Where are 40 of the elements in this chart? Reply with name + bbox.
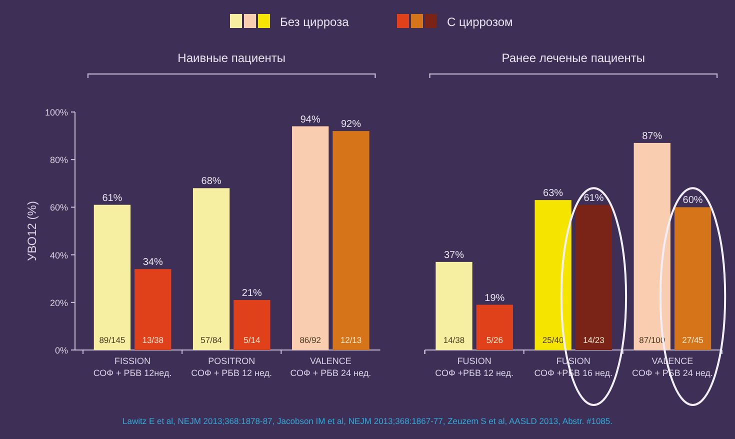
data-label: 37% xyxy=(444,250,464,261)
data-label: 87% xyxy=(642,130,662,142)
annotation: 87/100 xyxy=(639,335,666,345)
data-label: 19% xyxy=(484,292,505,304)
data-label: 63% xyxy=(543,188,564,200)
data-label: 60% xyxy=(682,195,703,206)
data-label: 61% xyxy=(584,192,604,204)
annotation: 12/13 xyxy=(340,335,362,345)
annotation: 5/26 xyxy=(486,335,504,345)
data-label: 34% xyxy=(142,257,163,268)
legend-label: Без цирроза xyxy=(280,15,350,29)
annotation: 14/38 xyxy=(443,335,465,345)
data-label: 68% xyxy=(201,176,222,188)
data-label: 61% xyxy=(102,192,122,204)
y-tick-label: 60% xyxy=(50,202,68,213)
y-tick-label: 80% xyxy=(50,155,68,166)
legend-label: С циррозом xyxy=(447,15,513,29)
y-tick-label: 0% xyxy=(54,346,68,356)
annotation: 13/38 xyxy=(142,335,164,345)
annotation: 14/23 xyxy=(583,335,605,345)
text: Lawitz E et al, NEJM 2013;368:1878-87, Jacobson IM et al, NEJM 2013;368:1867-77, Zeuzem S et al, AASLD 2013, Abstr. #1085. xyxy=(122,416,612,426)
annotation: 86/92 xyxy=(300,335,322,345)
data-label: 94% xyxy=(300,114,320,126)
y-tick-label: 20% xyxy=(50,298,68,308)
annotation: 89/145 xyxy=(99,335,126,345)
y-tick-label: 100% xyxy=(44,108,68,118)
annotation: 25/40 xyxy=(542,335,564,345)
x-tick-label: FUSION СОФ +РБВ 12 нед. xyxy=(435,356,514,378)
annotation: 5/14 xyxy=(244,335,260,345)
annotation: 57/84 xyxy=(200,335,222,345)
text: Ранее леченые пациенты xyxy=(502,51,646,65)
x-tick-label: VALENCE СОФ + РБВ 24 нед. xyxy=(290,356,372,378)
x-tick-label: FISSION СОФ + РБВ 12нед. xyxy=(93,356,172,378)
data-label: 92% xyxy=(340,119,362,130)
annotation: 27/45 xyxy=(682,335,704,345)
y-tick-label: 40% xyxy=(50,250,68,260)
x-tick-label: POSITRON СОФ + РБВ 12 нед. xyxy=(191,356,272,378)
text: Наивные пациенты xyxy=(178,51,286,65)
data-label: 21% xyxy=(242,288,262,300)
y-axis-title: УВО12 (%) xyxy=(25,201,39,261)
